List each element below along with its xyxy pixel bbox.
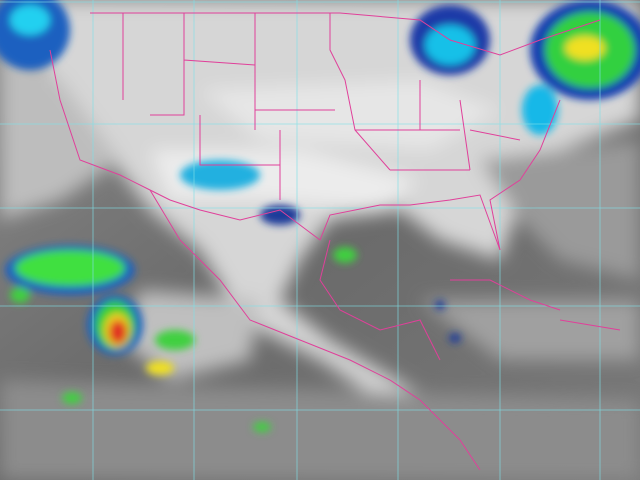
cold-cloud-tops bbox=[0, 0, 640, 432]
political-boundaries bbox=[49, 12, 621, 471]
